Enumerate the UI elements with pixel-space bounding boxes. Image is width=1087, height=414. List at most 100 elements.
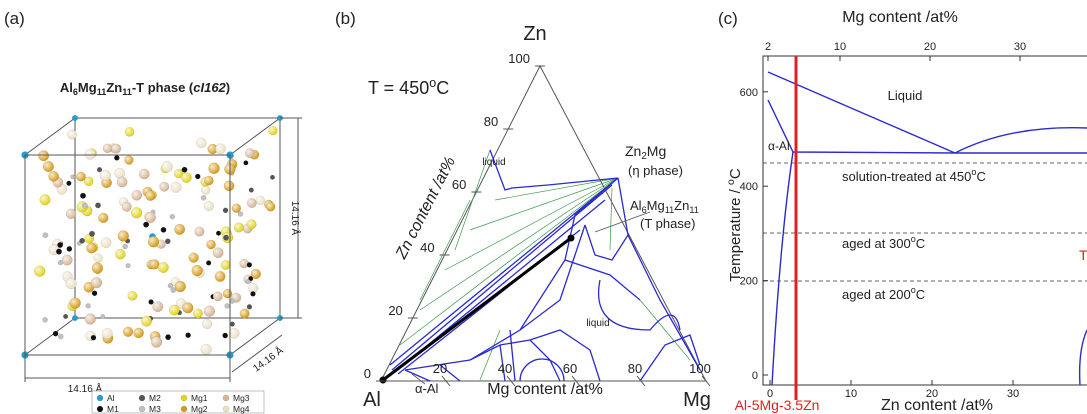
atom-shine	[111, 143, 121, 154]
cell-edge	[24, 317, 76, 356]
atom	[148, 299, 154, 305]
liquidus	[767, 71, 956, 154]
t-phase-point	[567, 234, 575, 242]
atom-shine	[65, 278, 77, 289]
atom	[57, 333, 64, 340]
atom-shine	[100, 237, 112, 248]
phase-label: Zn2Mg	[625, 143, 666, 162]
title-part: 11	[122, 87, 132, 97]
legend: Al M2 Mg1 Mg3 M1 M3 Mg2 Mg4	[96, 393, 250, 414]
atom	[100, 314, 106, 320]
atom-shine	[133, 327, 144, 338]
atom	[80, 192, 87, 199]
atom-shine	[239, 259, 249, 269]
atom-shine	[101, 328, 113, 339]
tie-line	[399, 177, 619, 346]
title-part: Al	[60, 80, 73, 95]
atom-shine	[174, 169, 184, 179]
boundary	[404, 364, 461, 382]
atom	[215, 230, 222, 236]
t-label: T	[1079, 247, 1087, 263]
tick-label: 30	[1007, 388, 1019, 400]
atom-shine	[91, 262, 103, 274]
treatment-label: aged at 200oC	[842, 285, 925, 302]
text-part: o	[429, 76, 436, 90]
tick-mark	[506, 375, 516, 387]
atom-shine	[76, 172, 86, 182]
legend-label: Mg4	[233, 404, 250, 414]
region-label: liquid	[586, 318, 609, 329]
text-part: C	[916, 287, 925, 302]
atom-shine	[43, 161, 54, 172]
atom	[114, 155, 120, 161]
cell-edge	[74, 117, 281, 319]
tie-line	[479, 329, 501, 381]
text-part: o	[911, 285, 916, 295]
atom	[66, 180, 72, 186]
atom-shine	[123, 326, 133, 337]
atom	[223, 234, 230, 241]
atom-shine	[67, 129, 77, 140]
apex-label: Zn	[523, 23, 546, 45]
tick-label: 400	[740, 181, 758, 193]
atom-shine	[139, 168, 150, 180]
atom-shine	[215, 143, 226, 155]
atom-shine	[268, 126, 278, 136]
atom-shine	[169, 304, 180, 316]
atom-shine	[202, 319, 213, 329]
tick-label: 600	[740, 87, 758, 99]
atom-shine	[170, 182, 182, 193]
tick-mark	[441, 375, 451, 387]
atom-shine	[145, 190, 156, 201]
tick-label: 80	[628, 361, 642, 376]
atom	[246, 304, 253, 310]
atom-shine	[245, 148, 255, 158]
tie-line	[609, 187, 613, 251]
atom-shine	[246, 219, 257, 230]
boundary	[489, 149, 619, 191]
atom-shine	[174, 224, 185, 235]
atom-shine	[66, 208, 77, 219]
text-part: o	[725, 179, 737, 185]
atom-shine	[115, 249, 126, 260]
boundary	[389, 177, 619, 375]
atom	[160, 226, 167, 233]
atom-shine	[223, 289, 233, 299]
atoms	[21, 114, 284, 359]
text-part: C	[916, 236, 925, 251]
tick-label: 10	[834, 41, 846, 53]
tick-label: 100	[508, 51, 530, 66]
atom	[165, 238, 171, 245]
tie-line	[419, 177, 619, 311]
treatment-label: aged at 300oC	[842, 234, 925, 251]
legend-marker	[222, 394, 230, 402]
atom-shine	[131, 207, 143, 219]
tie-line	[639, 299, 691, 361]
atom-shine	[61, 254, 73, 266]
atom-shine	[149, 259, 160, 270]
atom	[91, 290, 98, 297]
ternary-ticks: 0 20 40 60 80 100 20 40 60 80 100	[364, 51, 711, 387]
tick-label: 20	[926, 388, 938, 400]
boundary	[404, 177, 619, 371]
axis-title: Temperature / oC	[725, 168, 744, 282]
atom-shine	[191, 265, 203, 276]
tick-label: 40	[420, 240, 434, 255]
text-part: Zn	[674, 198, 689, 213]
atom-shine	[196, 137, 207, 148]
legend-label: M2	[149, 393, 161, 403]
tick-mark	[636, 375, 646, 387]
legend-box	[91, 390, 265, 414]
atom-shine	[158, 262, 169, 273]
text-part: 11	[665, 205, 674, 215]
legend-marker	[180, 394, 188, 402]
ternary-frame	[380, 64, 707, 382]
tick-label: 10	[845, 388, 857, 400]
atom-shine	[193, 308, 203, 319]
boundary	[499, 329, 565, 382]
tick-mark	[701, 375, 711, 387]
atom-shine	[213, 247, 224, 258]
apex-label: Mg	[683, 389, 711, 411]
atom-shine	[152, 301, 164, 312]
